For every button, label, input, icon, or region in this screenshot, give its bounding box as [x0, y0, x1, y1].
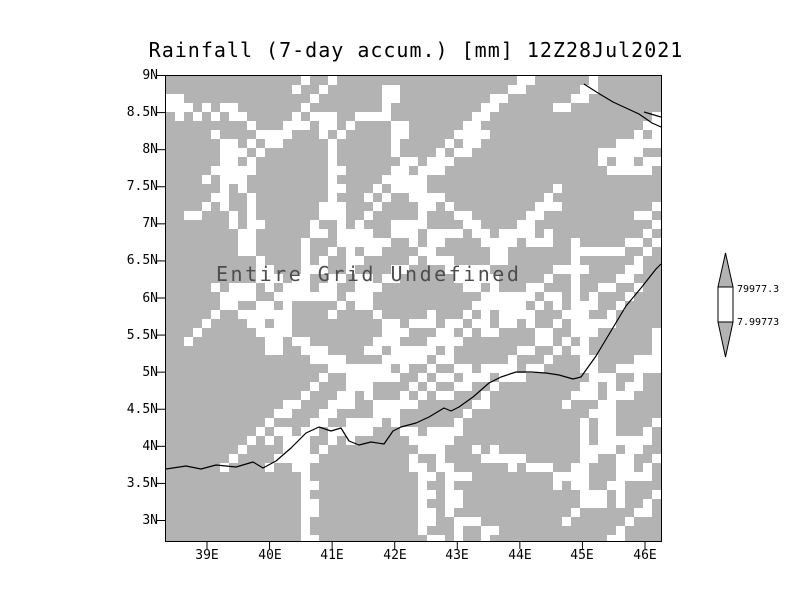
colorbar-label-lower: 7.99773 [737, 317, 780, 328]
y-tick-label: 8N [142, 142, 158, 157]
coastline-northeast-branch [643, 111, 661, 118]
y-tick-label: 3N [142, 513, 158, 528]
y-tick-label: 7N [142, 216, 158, 231]
coastline-layer [166, 83, 661, 470]
y-tick-label: 6N [142, 291, 158, 306]
colorbar-bottom-arrow-cell [717, 321, 734, 358]
map-plot-area: Entire Grid Undefined [165, 75, 662, 542]
y-tick-label: 5.5N [126, 328, 158, 343]
y-tick-label: 3.5N [126, 476, 158, 491]
x-tick-label: 45E [570, 548, 594, 563]
coastline-northeast [583, 83, 661, 128]
y-tick-label: 6.5N [126, 253, 158, 268]
undefined-dither-speckles [166, 76, 661, 541]
x-tick-label: 42E [383, 548, 407, 563]
x-tick-label: 43E [445, 548, 469, 563]
colorbar-top-arrow-cell [717, 252, 734, 288]
y-tick-label: 9N [142, 68, 158, 83]
y-tick-label: 8.5N [126, 105, 158, 120]
y-tick-label: 7.5N [126, 179, 158, 194]
undefined-grid-label: Entire Grid Undefined [216, 262, 522, 286]
x-tick-label: 44E [508, 548, 532, 563]
y-tick-label: 4N [142, 439, 158, 454]
undefined-grid-pattern [166, 76, 661, 541]
y-tick-label: 4.5N [126, 402, 158, 417]
colorbar-middle-cell [717, 286, 734, 323]
x-tick-label: 40E [258, 548, 282, 563]
colorbar [717, 252, 734, 358]
y-tick-label: 5N [142, 365, 158, 380]
colorbar-label-upper: 79977.3 [737, 284, 780, 295]
coastline-somalia [166, 263, 661, 470]
x-tick-label: 46E [633, 548, 657, 563]
x-tick-label: 39E [195, 548, 219, 563]
x-tick-label: 41E [320, 548, 344, 563]
chart-title: Rainfall (7-day accum.) [mm] 12Z28Jul202… [148, 38, 684, 62]
